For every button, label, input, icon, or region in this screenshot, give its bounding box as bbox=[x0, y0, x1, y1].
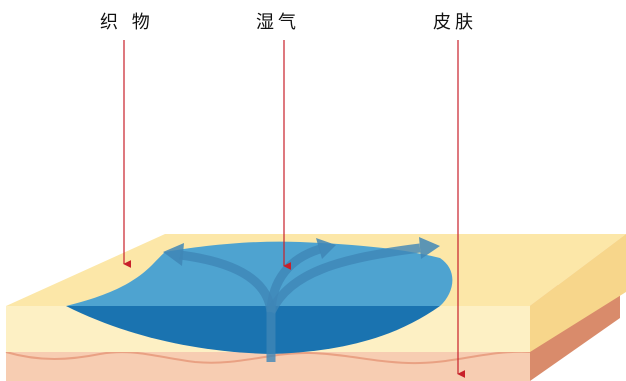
flow-arrow-right bbox=[266, 243, 421, 315]
skin-wave-line bbox=[5, 350, 531, 365]
arrowhead-right-icon bbox=[419, 237, 440, 259]
wicking-arrows bbox=[179, 243, 421, 362]
fabric-right-face bbox=[530, 234, 626, 352]
arrowhead-left-icon bbox=[163, 243, 184, 266]
wicking-arrowheads bbox=[163, 237, 440, 266]
skin-label: 皮肤 bbox=[433, 12, 477, 33]
arrowhead-center-icon bbox=[316, 238, 336, 259]
moisture-body bbox=[66, 306, 440, 354]
moisture-label: 湿气 bbox=[256, 12, 300, 33]
fabric-label: 织 物 bbox=[100, 12, 154, 33]
pointer-lines bbox=[123, 40, 466, 378]
skin-front-face bbox=[6, 345, 530, 381]
